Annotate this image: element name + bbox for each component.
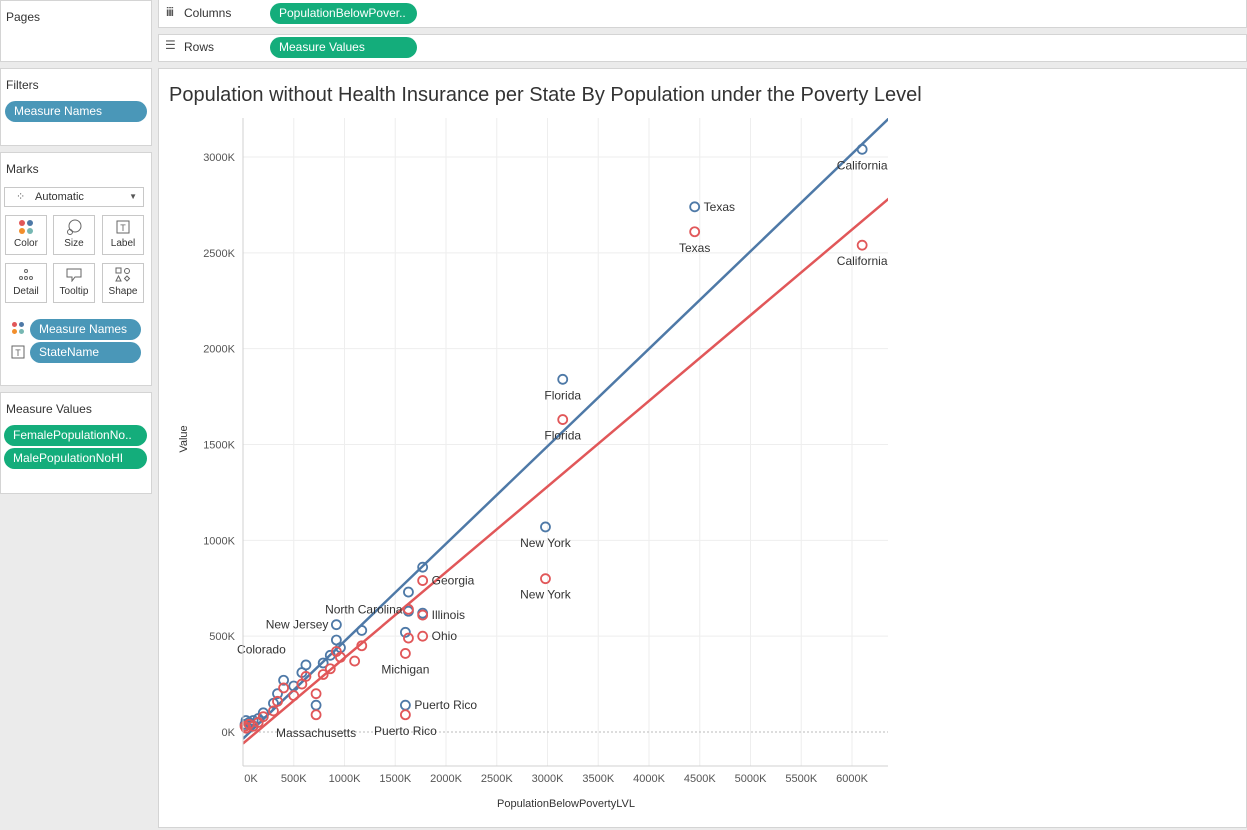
detail-button-label: Detail — [13, 286, 39, 297]
color-pill-measure-names[interactable]: Measure Names — [30, 319, 141, 340]
chart-card — [158, 68, 1247, 828]
detail-icon — [6, 264, 46, 284]
columns-label: Columns — [184, 6, 232, 20]
marks-title: Marks — [6, 162, 39, 176]
shape-icon — [103, 264, 143, 284]
measure-values-title: Measure Values — [6, 402, 92, 416]
label-icon: T — [11, 345, 25, 364]
rows-icon: ☰ — [165, 38, 176, 52]
tooltip-button[interactable]: Tooltip — [53, 263, 95, 303]
label-pill-statename[interactable]: StateName — [30, 342, 141, 363]
color-dots-icon — [6, 216, 46, 236]
label-button-label: Label — [110, 238, 136, 249]
filters-card: Filters Measure Names — [0, 68, 152, 146]
color-button-label: Color — [14, 238, 38, 249]
size-button-label: Size — [64, 238, 84, 249]
color-dots-icon — [11, 321, 25, 340]
filters-title: Filters — [6, 78, 39, 92]
filter-pill-measure-names[interactable]: Measure Names — [5, 101, 147, 122]
pages-card: Pages — [0, 0, 152, 62]
label-icon: T — [103, 216, 143, 236]
svg-text:T: T — [120, 223, 126, 233]
tooltip-button-label: Tooltip — [59, 286, 89, 297]
shape-button-label: Shape — [108, 286, 138, 297]
mark-type-icon: ⁘ — [16, 191, 26, 203]
size-button[interactable]: Size — [53, 215, 95, 255]
rows-label: Rows — [184, 40, 215, 54]
measure-pill-female[interactable]: FemalePopulationNo.. — [4, 425, 147, 446]
mark-type-select[interactable]: ⁘ Automatic ▼ — [4, 187, 144, 207]
tooltip-icon — [54, 264, 94, 284]
mark-type-label: Automatic — [35, 191, 84, 203]
columns-pill[interactable]: PopulationBelowPover.. — [270, 3, 417, 24]
measure-pill-male[interactable]: MalePopulationNoHI — [4, 448, 147, 469]
size-icon — [54, 216, 94, 236]
shape-button[interactable]: Shape — [102, 263, 144, 303]
columns-icon: iii — [166, 5, 174, 19]
pages-title: Pages — [6, 10, 41, 24]
label-button[interactable]: T Label — [102, 215, 144, 255]
detail-button[interactable]: Detail — [5, 263, 47, 303]
svg-text:T: T — [15, 348, 21, 358]
rows-pill[interactable]: Measure Values — [270, 37, 417, 58]
chevron-down-icon: ▼ — [129, 192, 137, 201]
color-button[interactable]: Color — [5, 215, 47, 255]
